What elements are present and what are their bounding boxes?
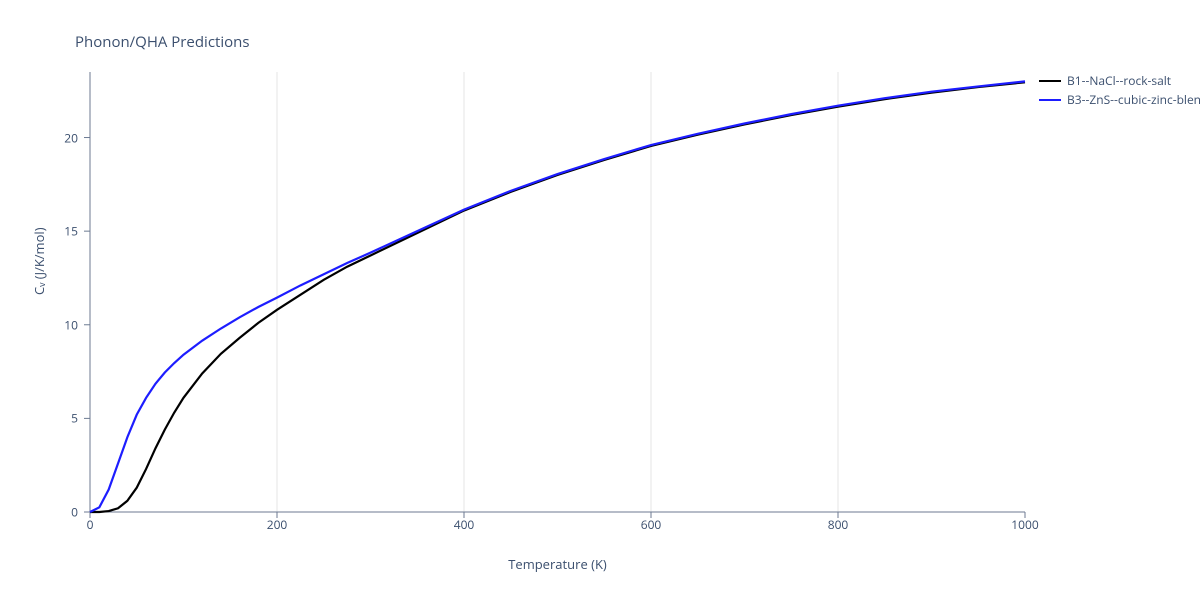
x-tick-label: 600: [641, 516, 662, 533]
x-tick-label: 800: [828, 516, 849, 533]
legend-label: B1--NaCl--rock-salt: [1067, 72, 1171, 89]
x-tick-label: 400: [454, 516, 475, 533]
chart-svg: [90, 72, 1025, 512]
x-tick-label: 0: [87, 516, 94, 533]
legend: B1--NaCl--rock-salt B3--ZnS--cubic-zinc-b…: [1039, 72, 1200, 110]
legend-label: B3--ZnS--cubic-zinc-blende: [1067, 91, 1200, 108]
chart-title: Phonon/QHA Predictions: [75, 32, 250, 52]
y-tick-label: 5: [24, 410, 78, 427]
series-line: [90, 82, 1025, 512]
x-tick-labels: 02004006008001000: [90, 512, 1025, 532]
y-tick-label: 0: [24, 504, 78, 521]
legend-swatch: [1039, 80, 1061, 82]
x-axis-label-wrap: Temperature (K): [0, 555, 1200, 573]
legend-swatch: [1039, 99, 1061, 101]
y-tick-label: 20: [24, 129, 78, 146]
legend-item[interactable]: B1--NaCl--rock-salt: [1039, 72, 1200, 89]
y-tick-label: 10: [24, 316, 78, 333]
y-tick-label: 15: [24, 223, 78, 240]
x-tick-label: 1000: [1011, 516, 1038, 533]
x-axis-label: Temperature (K): [508, 555, 607, 573]
x-tick-label: 200: [267, 516, 288, 533]
series-line: [90, 81, 1025, 512]
y-tick-labels: 05101520: [30, 72, 84, 512]
plot-area: 02004006008001000 05101520: [90, 72, 1025, 512]
legend-item[interactable]: B3--ZnS--cubic-zinc-blende: [1039, 91, 1200, 108]
